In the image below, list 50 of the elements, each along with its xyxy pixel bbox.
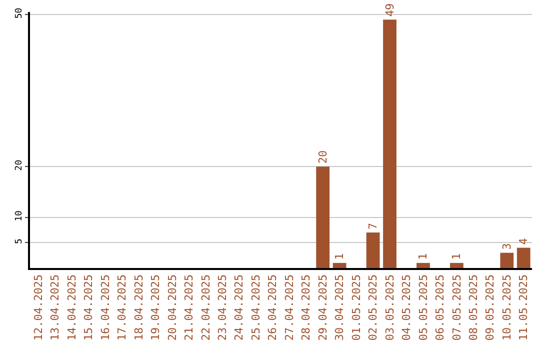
x-tick-label: 21.04.2025: [182, 274, 196, 340]
y-tick-label: 10: [14, 210, 24, 222]
y-tick-label: 50: [14, 8, 24, 19]
x-tick-label: 09.05.2025: [484, 274, 497, 340]
x-tick-label: 28.04.2025: [300, 274, 313, 340]
x-tick-label: 26.04.2025: [266, 274, 280, 340]
y-tick-label: 5: [14, 238, 24, 244]
bar: [316, 166, 330, 268]
x-tick-label: 15.04.2025: [82, 274, 96, 340]
bar: [450, 262, 464, 268]
x-tick-label: 17.04.2025: [116, 274, 129, 340]
data-label: 20: [316, 150, 330, 164]
data-label: 1: [333, 253, 346, 260]
x-tick-label: 29.04.2025: [316, 274, 330, 340]
x-tick-label: 06.05.2025: [434, 274, 447, 340]
x-tick-label: 22.04.2025: [199, 274, 212, 340]
data-label: 3: [500, 243, 514, 250]
x-tick-label: 04.05.2025: [400, 274, 414, 340]
x-tick-label: 12.04.2025: [32, 274, 45, 340]
y-tick-label: 20: [14, 160, 24, 171]
x-tick-label: 27.04.2025: [282, 274, 296, 340]
x-tick-label: 05.05.2025: [416, 274, 430, 340]
x-tick-label: 11.05.2025: [517, 274, 530, 340]
bar: [516, 248, 530, 268]
x-tick-label: 18.04.2025: [132, 274, 146, 340]
bar: [416, 262, 430, 268]
bar: [383, 20, 396, 268]
x-tick-label: 02.05.2025: [366, 274, 380, 340]
bar: [366, 232, 380, 268]
x-tick-label: 03.05.2025: [383, 274, 396, 340]
x-tick-label: 30.04.2025: [333, 274, 346, 340]
x-tick-label: 10.05.2025: [500, 274, 514, 340]
data-label: 1: [416, 253, 430, 260]
x-tick-label: 16.04.2025: [98, 274, 112, 340]
x-tick-label: 19.04.2025: [149, 274, 162, 340]
data-label: 1: [450, 253, 464, 260]
data-label: 7: [366, 222, 380, 230]
bar: [332, 262, 346, 268]
x-tick-label: 01.05.2025: [350, 274, 363, 340]
x-tick-label: 07.05.2025: [450, 274, 464, 340]
x-tick-label: 20.04.2025: [166, 274, 179, 340]
x-tick-label: 13.04.2025: [48, 274, 62, 340]
data-label: 49: [383, 3, 396, 17]
x-tick-label: 25.04.2025: [249, 274, 262, 340]
data-label: 4: [517, 238, 530, 245]
x-tick-label: 08.05.2025: [467, 274, 480, 340]
bar: [500, 252, 514, 268]
x-tick-label: 23.04.2025: [216, 274, 230, 340]
x-tick-label: 24.04.2025: [232, 274, 246, 340]
x-tick-label: 14.04.2025: [65, 274, 78, 340]
